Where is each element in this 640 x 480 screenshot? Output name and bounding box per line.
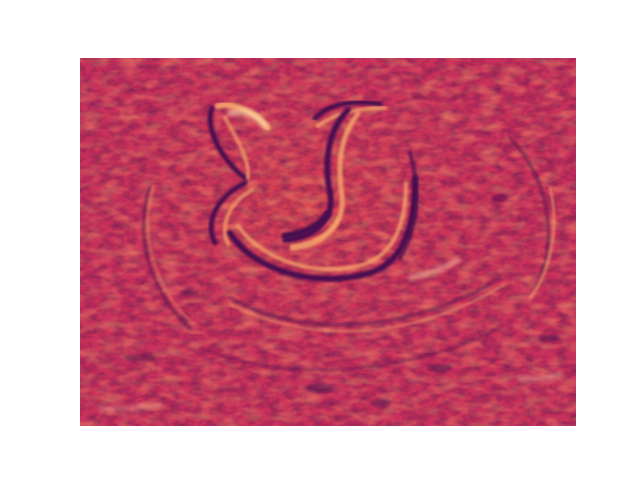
heatmap-image xyxy=(80,58,576,426)
texture-image xyxy=(80,58,576,426)
